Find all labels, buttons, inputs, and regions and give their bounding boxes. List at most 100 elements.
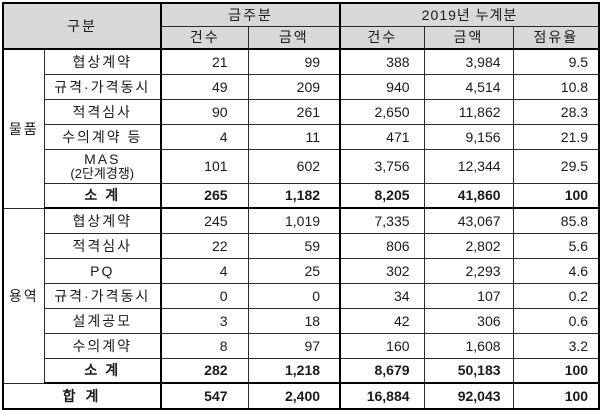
- row-label-line2: (2단계경쟁): [70, 165, 135, 181]
- row-label-line1: MAS: [84, 150, 121, 167]
- count-cumulative-cell: 160: [339, 332, 425, 359]
- count-weekly-cell: 22: [160, 232, 249, 259]
- share-cell: 21.9: [512, 123, 600, 150]
- count-cumulative-cell: 2,650: [339, 98, 425, 125]
- table-row: 규격·가격동시 0 0 34 107 0.2: [3, 282, 600, 309]
- count-weekly-cell: 265: [160, 182, 249, 209]
- row-label: 적격심사: [43, 98, 162, 125]
- share-cell: 4.6: [512, 257, 600, 284]
- share-cell: 85.8: [512, 207, 600, 234]
- amount-cumulative-cell: 11,862: [423, 98, 514, 125]
- share-cell: 0.2: [512, 282, 600, 309]
- amount-cumulative-cell: 41,860: [423, 182, 514, 209]
- count-weekly-cell: 21: [160, 48, 249, 75]
- count-cumulative-cell: 806: [339, 232, 425, 259]
- table-row: 설계공모 3 18 42 306 0.6: [3, 307, 600, 334]
- table-row: 적격심사 90 261 2,650 11,862 28.3: [3, 98, 600, 125]
- header-cumulative-amount: 금액: [423, 25, 514, 50]
- header-group-cumulative: 2019년 누계분: [339, 2, 600, 27]
- subtotal-row-goods: 소 계 265 1,182 8,205 41,860 100: [3, 182, 600, 209]
- share-cell: 100: [512, 382, 600, 410]
- count-weekly-cell: 245: [160, 207, 249, 234]
- row-label: MAS (2단계경쟁): [43, 148, 162, 184]
- amount-cumulative-cell: 1,608: [423, 332, 514, 359]
- table-row: 물품 협상계약 21 99 388 3,984 9.5: [2, 48, 600, 209]
- subtotal-label: 소 계: [43, 182, 162, 209]
- row-label: 설계공모: [43, 307, 162, 334]
- header-category: 구분: [2, 2, 162, 50]
- count-weekly-cell: 90: [160, 98, 249, 125]
- amount-weekly-cell: 18: [247, 307, 341, 334]
- count-cumulative-cell: 42: [339, 307, 425, 334]
- count-cumulative-cell: 34: [339, 282, 425, 309]
- share-cell: 28.3: [512, 98, 600, 125]
- amount-cumulative-cell: 3,984: [423, 48, 514, 75]
- count-weekly-cell: 8: [160, 332, 249, 359]
- count-weekly-cell: 49: [160, 73, 249, 100]
- amount-cumulative-cell: 107: [423, 282, 514, 309]
- header-row-2: 건수 금액 건수 금액 점유율: [3, 25, 600, 50]
- count-cumulative-cell: 302: [339, 257, 425, 284]
- amount-weekly-cell: 1,182: [247, 182, 341, 209]
- header-share: 점유율: [512, 25, 600, 50]
- amount-cumulative-cell: 12,344: [423, 148, 514, 184]
- count-cumulative-cell: 16,884: [339, 382, 425, 410]
- share-cell: 100: [512, 182, 600, 209]
- amount-cumulative-cell: 92,043: [423, 382, 514, 410]
- amount-cumulative-cell: 50,183: [423, 357, 514, 384]
- row-label: PQ: [43, 257, 162, 284]
- amount-weekly-cell: 602: [247, 148, 341, 184]
- amount-weekly-cell: 97: [247, 332, 341, 359]
- group-cell-services: 용역: [2, 207, 45, 384]
- amount-weekly-cell: 1,218: [247, 357, 341, 384]
- count-cumulative-cell: 3,756: [339, 148, 425, 184]
- share-cell: 10.8: [512, 73, 600, 100]
- share-cell: 5.6: [512, 232, 600, 259]
- count-weekly-cell: 4: [160, 257, 249, 284]
- table-row: 수의계약 8 97 160 1,608 3.2: [3, 332, 600, 359]
- count-weekly-cell: 3: [160, 307, 249, 334]
- header-row-1: 구분 금주분 2019년 누계분: [2, 2, 600, 50]
- amount-cumulative-cell: 9,156: [423, 123, 514, 150]
- table-row: 수의계약 등 4 11 471 9,156 21.9: [3, 123, 600, 150]
- amount-cumulative-cell: 2,293: [423, 257, 514, 284]
- count-cumulative-cell: 8,679: [339, 357, 425, 384]
- row-label: 수의계약: [43, 332, 162, 359]
- amount-weekly-cell: 261: [247, 98, 341, 125]
- count-cumulative-cell: 471: [339, 123, 425, 150]
- table-row: PQ 4 25 302 2,293 4.6: [3, 257, 600, 284]
- count-cumulative-cell: 8,205: [339, 182, 425, 209]
- row-label: 규격·가격동시: [43, 282, 162, 309]
- row-label: 협상계약: [43, 48, 162, 75]
- table-row: 용역 협상계약 245 1,019 7,335 43,067 85.8: [2, 207, 600, 384]
- count-cumulative-cell: 388: [339, 48, 425, 75]
- table-row: 규격·가격동시 49 209 940 4,514 10.8: [3, 73, 600, 100]
- amount-weekly-cell: 1,019: [247, 207, 341, 234]
- header-weekly-count: 건수: [160, 25, 249, 50]
- row-label: 적격심사: [43, 232, 162, 259]
- amount-weekly-cell: 0: [247, 282, 341, 309]
- count-weekly-cell: 101: [160, 148, 249, 184]
- amount-weekly-cell: 59: [247, 232, 341, 259]
- row-label: 수의계약 등: [43, 123, 162, 150]
- count-weekly-cell: 4: [160, 123, 249, 150]
- row-label: 협상계약: [43, 207, 162, 234]
- amount-weekly-cell: 11: [247, 123, 341, 150]
- header-group-weekly: 금주분: [160, 2, 341, 27]
- table-row: 적격심사 22 59 806 2,802 5.6: [3, 232, 600, 259]
- share-cell: 9.5: [512, 48, 600, 75]
- count-weekly-cell: 282: [160, 357, 249, 384]
- count-cumulative-cell: 7,335: [339, 207, 425, 234]
- total-label: 합 계: [2, 382, 162, 410]
- header-cumulative-count: 건수: [339, 25, 425, 50]
- count-weekly-cell: 547: [160, 382, 249, 410]
- share-cell: 0.6: [512, 307, 600, 334]
- amount-cumulative-cell: 306: [423, 307, 514, 334]
- subtotal-row-services: 소 계 282 1,218 8,679 50,183 100: [3, 357, 600, 384]
- group-cell-goods: 물품: [2, 48, 45, 209]
- amount-weekly-cell: 209: [247, 73, 341, 100]
- amount-weekly-cell: 99: [247, 48, 341, 75]
- total-row: 합 계 547 2,400 16,884 92,043 100: [2, 382, 600, 410]
